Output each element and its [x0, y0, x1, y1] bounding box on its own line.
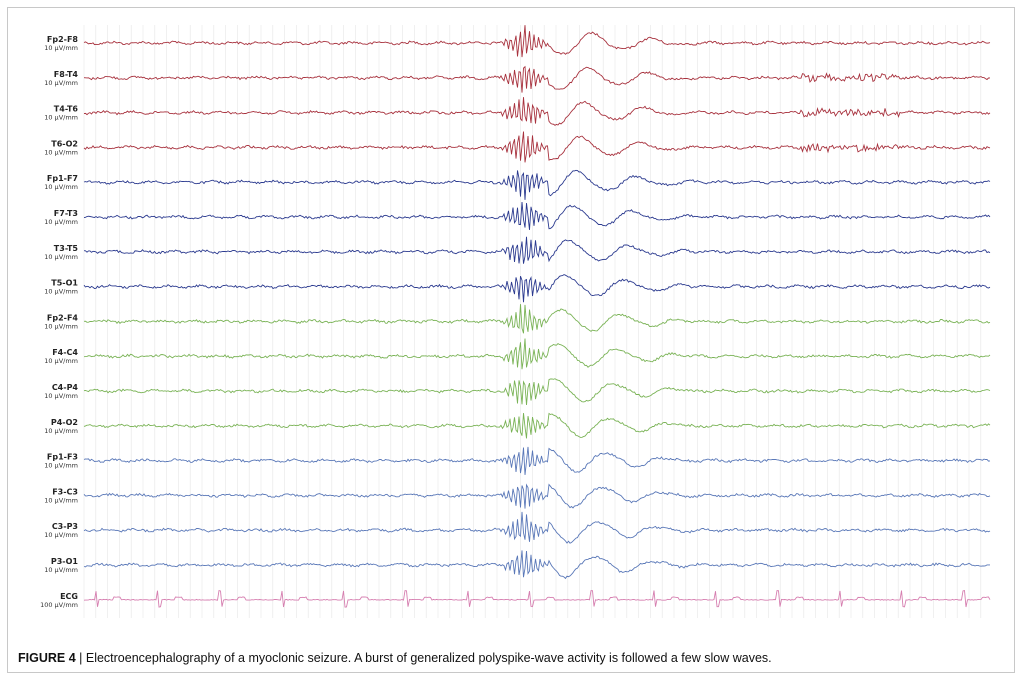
channel-scale: 10 µV/mm: [44, 322, 78, 330]
channel-scale: 10 µV/mm: [44, 79, 78, 87]
channel-label: P4-O2: [51, 418, 78, 427]
channel-label: F3-C3: [52, 487, 78, 496]
channel-scale: 10 µV/mm: [44, 392, 78, 400]
figure-number: FIGURE 4: [18, 651, 76, 665]
channel-label: F8-T4: [54, 70, 79, 79]
channel-label: F4-C4: [52, 348, 78, 357]
channel-label: T6-O2: [51, 139, 78, 148]
channel-label: C4-P4: [52, 383, 79, 392]
channel-trace: [83, 274, 991, 303]
channel-trace: [83, 446, 991, 475]
channel-trace: [83, 65, 991, 93]
channel-label: P3-O1: [51, 557, 79, 566]
channel-trace: [83, 25, 991, 58]
channel-scale: 10 µV/mm: [44, 566, 78, 574]
channel-scale: 10 µV/mm: [44, 462, 78, 470]
channel-scale: 10 µV/mm: [44, 531, 78, 539]
channel-trace: [83, 483, 991, 509]
channel-trace: [83, 201, 991, 230]
channel-label: Fp1-F7: [47, 174, 78, 183]
channel-scale: 10 µV/mm: [44, 496, 78, 504]
caption-text: Electroencephalography of a myoclonic se…: [85, 651, 772, 665]
channel-trace: [83, 97, 991, 126]
channel-label: C3-P3: [52, 522, 78, 531]
caption-separator: |: [75, 651, 86, 665]
channel-trace: [83, 511, 991, 544]
channel-trace: [83, 378, 991, 406]
channel-trace: [83, 338, 991, 370]
channel-label: Fp1-F3: [47, 453, 78, 462]
channel-scale: 10 µV/mm: [44, 114, 78, 122]
channel-scale: 10 µV/mm: [44, 253, 78, 261]
channel-label: Fp2-F8: [47, 35, 79, 44]
channel-scale: 10 µV/mm: [44, 427, 78, 435]
channel-scale: 100 µV/mm: [40, 601, 78, 609]
channel-trace: [83, 550, 990, 580]
channel-label: Fp2-F4: [47, 313, 79, 322]
channel-scale: 10 µV/mm: [44, 288, 78, 296]
channel-trace: [83, 236, 991, 264]
channel-label: T5-O1: [51, 279, 78, 288]
channel-trace: [83, 169, 991, 200]
figure-caption: FIGURE 4 | Electroencephalography of a m…: [18, 651, 772, 665]
channel-scale: 10 µV/mm: [44, 183, 78, 191]
channel-label: ECG: [60, 592, 78, 601]
channel-label: T4-T6: [54, 105, 79, 114]
channel-scale: 10 µV/mm: [44, 148, 78, 156]
channel-trace: [83, 304, 991, 334]
channel-scale: 10 µV/mm: [44, 357, 78, 365]
channel-trace: [83, 412, 991, 439]
channel-label: F7-T3: [54, 209, 78, 218]
channel-label: T3-T5: [54, 244, 79, 253]
channel-trace: [83, 131, 991, 163]
channel-trace: [83, 590, 991, 608]
channel-scale: 10 µV/mm: [44, 218, 78, 226]
channel-scale: 10 µV/mm: [44, 44, 78, 52]
